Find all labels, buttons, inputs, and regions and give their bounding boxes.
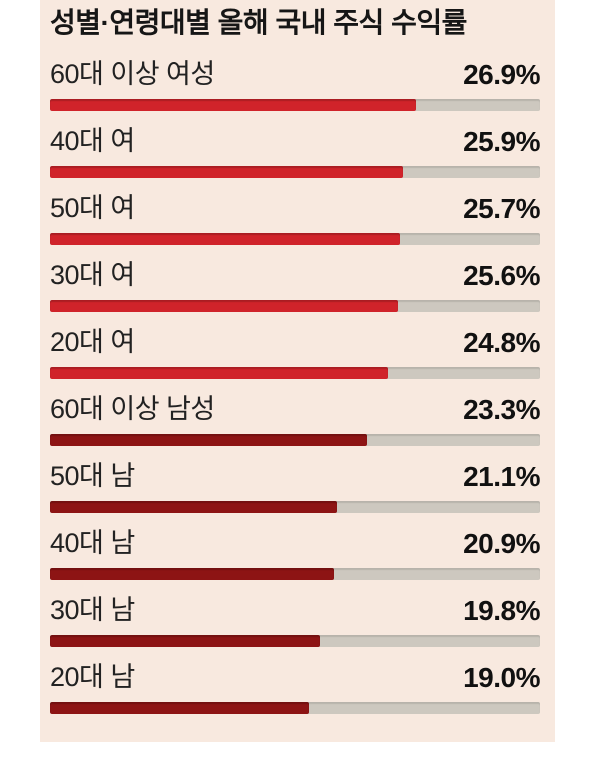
category-label: 60대 이상 남성 — [50, 394, 215, 424]
bar-fill — [50, 434, 368, 446]
bar-row: 40대 여 25.9% — [50, 126, 540, 178]
bar-row-header: 30대 남 19.8% — [50, 595, 540, 627]
bar-row-header: 40대 남 20.9% — [50, 528, 540, 560]
bar-row: 60대 이상 여성 26.9% — [50, 59, 540, 111]
category-label: 30대 여 — [50, 260, 135, 290]
value-label: 21.1% — [463, 461, 540, 492]
chart-panel: 성별·연령대별 올해 국내 주식 수익률 60대 이상 여성 26.9% 40대… — [40, 0, 555, 742]
bar-row-header: 30대 여 25.6% — [50, 260, 540, 292]
bar-row-header: 60대 이상 남성 23.3% — [50, 394, 540, 426]
bar-fill — [50, 166, 403, 178]
chart-title: 성별·연령대별 올해 국내 주식 수익률 — [50, 7, 467, 38]
bar-fill — [50, 702, 309, 714]
value-label: 23.3% — [463, 394, 540, 425]
bar-row: 30대 남 19.8% — [50, 595, 540, 647]
bar-row: 20대 여 24.8% — [50, 327, 540, 379]
bar-track — [50, 702, 540, 714]
bar-fill — [50, 367, 388, 379]
value-label: 20.9% — [463, 528, 540, 559]
bar-row: 60대 이상 남성 23.3% — [50, 394, 540, 446]
value-label: 25.9% — [463, 126, 540, 157]
bar-track — [50, 501, 540, 513]
bar-fill — [50, 501, 338, 513]
value-label: 25.6% — [463, 260, 540, 291]
bar-track — [50, 233, 540, 245]
value-label: 24.8% — [463, 327, 540, 358]
bar-track — [50, 166, 540, 178]
bar-row-header: 20대 여 24.8% — [50, 327, 540, 359]
category-label: 30대 남 — [50, 595, 135, 625]
bar-fill — [50, 568, 335, 580]
value-label: 26.9% — [463, 59, 540, 90]
bar-row: 50대 여 25.7% — [50, 193, 540, 245]
value-label: 19.8% — [463, 595, 540, 626]
bar-row-header: 20대 남 19.0% — [50, 662, 540, 694]
bar-track — [50, 367, 540, 379]
bar-row-header: 50대 여 25.7% — [50, 193, 540, 225]
bar-track — [50, 434, 540, 446]
bar-row: 20대 남 19.0% — [50, 662, 540, 714]
bar-track — [50, 635, 540, 647]
bar-fill — [50, 99, 417, 111]
category-label: 20대 여 — [50, 327, 135, 357]
bar-row: 30대 여 25.6% — [50, 260, 540, 312]
bar-row-header: 60대 이상 여성 26.9% — [50, 59, 540, 91]
category-label: 40대 남 — [50, 528, 135, 558]
bar-row-header: 40대 여 25.9% — [50, 126, 540, 158]
bar-track — [50, 568, 540, 580]
bar-fill — [50, 233, 400, 245]
bar-row: 50대 남 21.1% — [50, 461, 540, 513]
value-label: 19.0% — [463, 662, 540, 693]
category-label: 40대 여 — [50, 126, 135, 156]
value-label: 25.7% — [463, 193, 540, 224]
category-label: 50대 남 — [50, 461, 135, 491]
bar-fill — [50, 635, 320, 647]
category-label: 60대 이상 여성 — [50, 59, 215, 89]
bar-fill — [50, 300, 399, 312]
bar-track — [50, 300, 540, 312]
bar-track — [50, 99, 540, 111]
bar-row-header: 50대 남 21.1% — [50, 461, 540, 493]
category-label: 50대 여 — [50, 193, 135, 223]
bar-rows: 60대 이상 여성 26.9% 40대 여 25.9% 50대 여 25.7% — [50, 59, 540, 714]
category-label: 20대 남 — [50, 662, 135, 692]
bar-row: 40대 남 20.9% — [50, 528, 540, 580]
